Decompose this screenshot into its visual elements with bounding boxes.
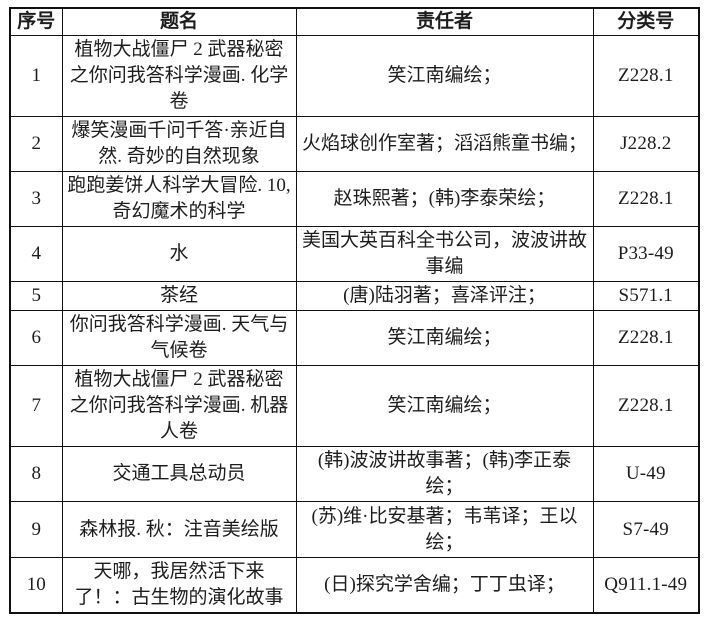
title-cell: 森林报. 秋：注音美绘版 <box>61 501 297 558</box>
title-cell: 茶经 <box>61 281 297 311</box>
title-cell: 你问我答科学漫画. 天气与气候卷 <box>61 310 297 366</box>
class-number-cell: J228.2 <box>592 116 700 172</box>
row-number-cell: 1 <box>9 35 63 117</box>
author-cell: (韩)波波讲故事著；(韩)李正泰绘； <box>295 446 594 502</box>
table-row: 9 森林报. 秋：注音美绘版 (苏)维·比安基著；韦苇译；王以绘； S7-49 <box>9 501 700 558</box>
title-cell: 爆笑漫画千问千答·亲近自然. 奇妙的自然现象 <box>61 116 297 172</box>
row-number-cell: 8 <box>9 446 63 502</box>
header-seq-number: 序号 <box>9 7 63 36</box>
title-cell: 植物大战僵尸 2 武器秘密之你问我答科学漫画. 化学卷 <box>61 35 297 117</box>
book-catalog-table: 序号 题名 责任者 分类号 1 植物大战僵尸 2 武器秘密之你问我答科学漫画. … <box>9 7 700 614</box>
author-cell: 火焰球创作室著；滔滔熊童书编； <box>295 116 594 172</box>
author-cell: 笑江南编绘； <box>295 310 594 366</box>
class-number-cell: Z228.1 <box>592 310 700 366</box>
row-number-cell: 7 <box>9 365 63 447</box>
table-row: 2 爆笑漫画千问千答·亲近自然. 奇妙的自然现象 火焰球创作室著；滔滔熊童书编；… <box>9 116 700 172</box>
table-row: 10 天哪，我居然活下来了！：古生物的演化故事 (日)探究学舍编；丁丁虫译； Q… <box>9 557 700 614</box>
row-number-cell: 4 <box>9 226 63 282</box>
title-cell: 植物大战僵尸 2 武器秘密之你问我答科学漫画. 机器人卷 <box>61 365 297 447</box>
header-class-number: 分类号 <box>592 7 700 36</box>
class-number-cell: P33-49 <box>592 226 700 282</box>
row-number-cell: 6 <box>9 310 63 366</box>
class-number-cell: Z228.1 <box>592 35 700 117</box>
row-number-cell: 9 <box>9 501 63 558</box>
header-author: 责任者 <box>295 7 594 36</box>
row-number-cell: 5 <box>9 281 63 311</box>
row-number-cell: 10 <box>9 557 63 614</box>
table-row: 3 跑跑姜饼人科学大冒险. 10, 奇幻魔术的科学 赵珠熙著；(韩)李泰荣绘； … <box>9 171 700 227</box>
author-cell: 美国大英百科全书公司，波波讲故事编 <box>295 226 594 282</box>
table-row: 8 交通工具总动员 (韩)波波讲故事著；(韩)李正泰绘； U-49 <box>9 446 700 502</box>
author-cell: (苏)维·比安基著；韦苇译；王以绘； <box>295 501 594 558</box>
row-number-cell: 3 <box>9 171 63 227</box>
table-row: 7 植物大战僵尸 2 武器秘密之你问我答科学漫画. 机器人卷 笑江南编绘； Z2… <box>9 365 700 447</box>
title-cell: 跑跑姜饼人科学大冒险. 10, 奇幻魔术的科学 <box>61 171 297 227</box>
author-cell: 笑江南编绘； <box>295 35 594 117</box>
table-row: 6 你问我答科学漫画. 天气与气候卷 笑江南编绘； Z228.1 <box>9 310 700 366</box>
title-cell: 水 <box>61 226 297 282</box>
header-title: 题名 <box>61 7 297 36</box>
class-number-cell: Q911.1-49 <box>592 557 700 614</box>
class-number-cell: S7-49 <box>592 501 700 558</box>
class-number-cell: S571.1 <box>592 281 700 311</box>
title-cell: 交通工具总动员 <box>61 446 297 502</box>
table-row: 5 茶经 (唐)陆羽著；喜泽评注； S571.1 <box>9 281 700 311</box>
class-number-cell: Z228.1 <box>592 365 700 447</box>
author-cell: 赵珠熙著；(韩)李泰荣绘； <box>295 171 594 227</box>
table-row: 1 植物大战僵尸 2 武器秘密之你问我答科学漫画. 化学卷 笑江南编绘； Z22… <box>9 35 700 117</box>
table-row: 4 水 美国大英百科全书公司，波波讲故事编 P33-49 <box>9 226 700 282</box>
header-row: 序号 题名 责任者 分类号 <box>9 7 700 36</box>
class-number-cell: Z228.1 <box>592 171 700 227</box>
row-number-cell: 2 <box>9 116 63 172</box>
author-cell: 笑江南编绘； <box>295 365 594 447</box>
class-number-cell: U-49 <box>592 446 700 502</box>
author-cell: (日)探究学舍编；丁丁虫译； <box>295 557 594 614</box>
title-cell: 天哪，我居然活下来了！：古生物的演化故事 <box>61 557 297 614</box>
author-cell: (唐)陆羽著；喜泽评注； <box>295 281 594 311</box>
